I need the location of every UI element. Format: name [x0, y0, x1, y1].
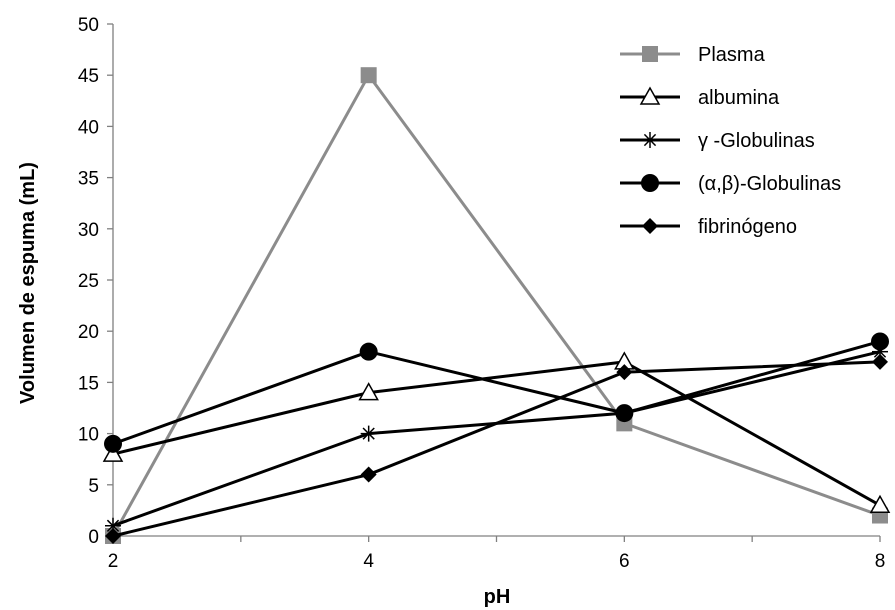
y-tick-label: 25 [78, 271, 99, 292]
legend-label: albumina [698, 87, 780, 109]
data-point [616, 364, 633, 381]
y-tick-label: 15 [78, 373, 99, 394]
y-tick-label: 20 [78, 322, 99, 343]
series-layer [102, 67, 891, 544]
legend-item: (α,β)-Globulinas [620, 173, 841, 195]
series-4 [104, 332, 889, 453]
y-tick-label: 50 [78, 15, 99, 36]
data-point [360, 67, 377, 84]
legend-item: γ -Globulinas [620, 130, 815, 152]
legend-item: fibrinógeno [620, 216, 797, 238]
y-axis-title: Volumen de espuma (mL) [17, 162, 39, 404]
legend-item: Plasma [620, 44, 766, 66]
data-point [871, 332, 889, 351]
x-tick-label: 2 [108, 551, 119, 572]
series-2 [102, 351, 891, 514]
x-axis-title: pH [484, 586, 511, 608]
y-tick-label: 35 [78, 169, 99, 190]
series-line [111, 73, 881, 537]
data-point [642, 46, 658, 62]
series-5 [105, 353, 888, 544]
y-tick-label: 10 [78, 425, 99, 446]
axes: 0 5 10 15 20 25 30 35 40 45 50 2 4 6 8 [78, 15, 885, 572]
y-tick-label: 45 [78, 66, 99, 87]
series-line [112, 339, 881, 446]
data-point [615, 404, 634, 423]
y-tick-label: 30 [78, 220, 99, 241]
legend-label: γ -Globulinas [698, 130, 815, 152]
series-line [112, 360, 881, 507]
x-tick-label: 8 [875, 551, 886, 572]
legend-label: (α,β)-Globulinas [698, 173, 841, 195]
data-point [641, 174, 659, 192]
data-point [360, 466, 377, 483]
y-tick-label: 40 [78, 117, 99, 138]
data-point [102, 443, 124, 462]
data-point [358, 382, 379, 401]
x-tick-label: 4 [363, 551, 374, 572]
data-point [359, 342, 378, 361]
data-point [104, 434, 122, 453]
legend-item: albumina [620, 86, 780, 109]
data-point [872, 353, 888, 370]
data-point [105, 528, 121, 544]
y-tick-label: 0 [88, 527, 99, 548]
data-point [869, 494, 891, 514]
legend-label: Plasma [698, 44, 766, 66]
legend-label: fibrinógeno [698, 216, 797, 238]
data-point [642, 218, 658, 234]
data-point [639, 86, 661, 105]
data-point [642, 132, 658, 148]
series-line [112, 360, 881, 538]
x-tick-label: 6 [619, 551, 630, 572]
legend: Plasma albumina γ -Globulinas (α,β)-Globuli… [620, 44, 841, 238]
data-point [360, 425, 377, 442]
y-tick-label: 5 [88, 476, 99, 497]
